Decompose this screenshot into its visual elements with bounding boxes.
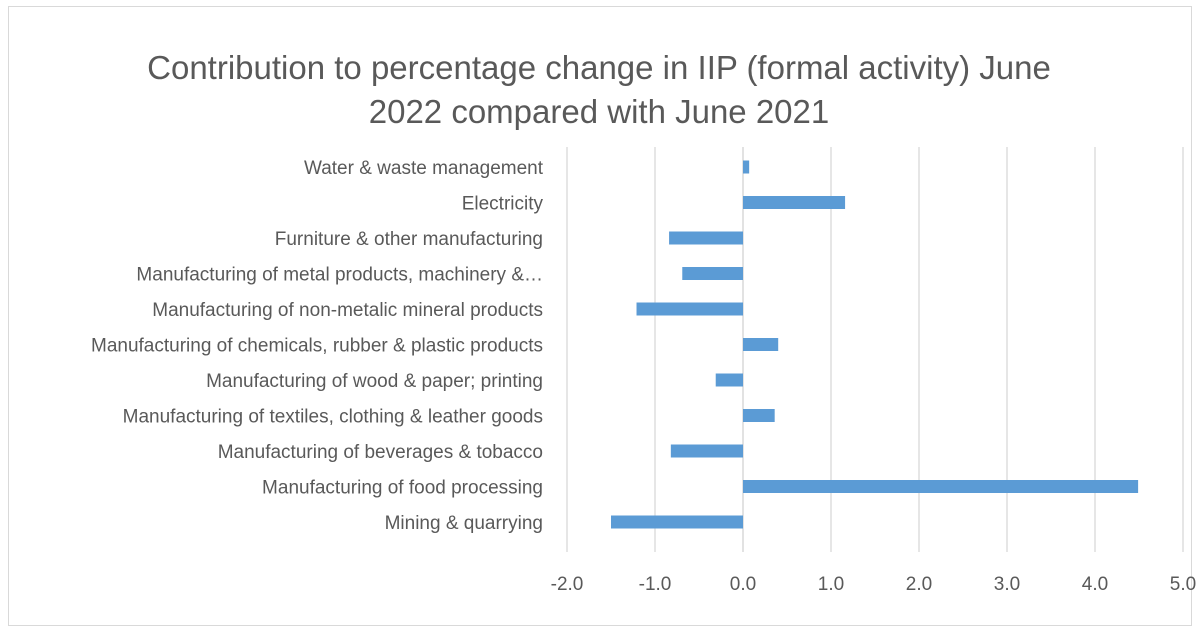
category-label: Manufacturing of beverages & tobacco — [218, 442, 543, 463]
bar — [682, 267, 743, 280]
x-tick-label: -1.0 — [639, 574, 672, 595]
bar — [636, 302, 743, 316]
bar — [743, 160, 750, 174]
category-label: Mining & quarrying — [385, 513, 543, 534]
category-label: Manufacturing of wood & paper; printing — [206, 371, 543, 392]
x-tick-label: 3.0 — [994, 574, 1020, 595]
chart-title-line-1: Contribution to percentage change in IIP… — [147, 49, 1051, 86]
x-tick-label: 2.0 — [906, 574, 932, 595]
bar — [743, 338, 779, 351]
x-tick-label: 4.0 — [1082, 574, 1108, 595]
bar — [611, 515, 743, 529]
category-label: Furniture & other manufacturing — [275, 229, 543, 250]
category-label: Manufacturing of chemicals, rubber & pla… — [91, 336, 543, 357]
bar — [743, 196, 846, 209]
x-tick-label: -2.0 — [551, 574, 584, 595]
bar-chart: -2.0 -1.0 0.0 1.0 2.0 3.0 4.0 5.0 Water & waste … — [91, 147, 1196, 595]
bar — [715, 373, 743, 387]
chart-title: Contribution to percentage change in IIP… — [0, 46, 1198, 134]
bar — [743, 480, 1139, 493]
category-label: Manufacturing of metal products, machine… — [136, 265, 543, 286]
bar — [669, 231, 743, 245]
category-label: Water & waste management — [304, 158, 544, 179]
x-tick-label: 0.0 — [730, 574, 756, 595]
category-label: Electricity — [462, 194, 544, 215]
chart-title-line-2: 2022 compared with June 2021 — [368, 93, 830, 130]
bar — [743, 409, 775, 422]
category-label: Manufacturing of food processing — [262, 478, 543, 499]
category-label: Manufacturing of textiles, clothing & le… — [123, 407, 543, 428]
x-tick-label: 1.0 — [818, 574, 844, 595]
x-tick-label: 5.0 — [1170, 574, 1196, 595]
bar — [670, 444, 743, 458]
category-label: Manufacturing of non-metalic mineral pro… — [152, 300, 543, 321]
chart-frame — [8, 6, 1192, 626]
